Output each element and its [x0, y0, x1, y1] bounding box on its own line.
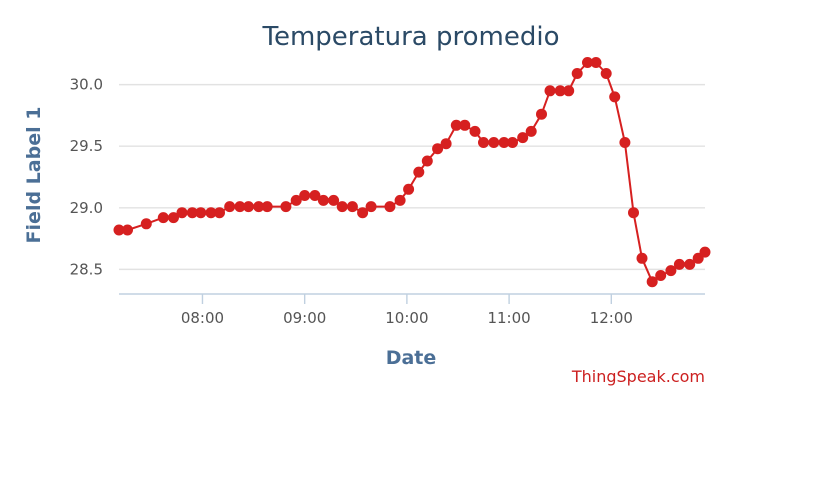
- data-point[interactable]: [317, 194, 329, 206]
- data-point[interactable]: [544, 85, 556, 97]
- data-point[interactable]: [636, 252, 648, 264]
- data-point[interactable]: [600, 68, 612, 79]
- credit-link[interactable]: ThingSpeak.com: [571, 367, 705, 386]
- data-point[interactable]: [290, 194, 302, 206]
- y-tick-label: 29.0: [70, 199, 103, 217]
- x-tick-label: 08:00: [181, 309, 224, 327]
- data-point[interactable]: [498, 137, 510, 148]
- data-point[interactable]: [673, 258, 685, 270]
- data-point[interactable]: [113, 224, 125, 236]
- data-point[interactable]: [563, 85, 575, 97]
- data-point[interactable]: [168, 212, 179, 224]
- data-point[interactable]: [280, 201, 292, 213]
- data-point[interactable]: [590, 57, 602, 68]
- data-point[interactable]: [413, 166, 425, 178]
- data-point[interactable]: [517, 132, 529, 144]
- data-point[interactable]: [450, 119, 462, 131]
- data-point[interactable]: [176, 207, 188, 219]
- data-point[interactable]: [384, 201, 396, 213]
- data-point[interactable]: [243, 201, 254, 213]
- x-tick-label: 12:00: [590, 309, 633, 327]
- x-tick-label: 11:00: [487, 309, 530, 327]
- data-point[interactable]: [619, 137, 631, 148]
- y-tick-label: 28.5: [70, 260, 103, 278]
- data-point[interactable]: [507, 137, 518, 148]
- data-point[interactable]: [403, 183, 415, 195]
- data-point[interactable]: [328, 194, 340, 206]
- data-point[interactable]: [394, 194, 406, 206]
- y-axis-title: Field Label 1: [23, 107, 45, 244]
- data-point[interactable]: [665, 265, 677, 277]
- data-point[interactable]: [699, 246, 711, 258]
- data-point[interactable]: [609, 91, 621, 103]
- grid: [119, 83, 705, 271]
- data-point[interactable]: [582, 57, 593, 68]
- data-point[interactable]: [214, 207, 225, 219]
- data-point[interactable]: [140, 218, 152, 230]
- data-point[interactable]: [646, 276, 658, 288]
- x-axis: 08:00 09:00 10:00 11:00 12:00: [119, 293, 705, 327]
- data-point[interactable]: [234, 201, 246, 213]
- data-point[interactable]: [299, 190, 311, 201]
- x-axis-title: Date: [386, 347, 437, 369]
- data-point[interactable]: [536, 108, 547, 120]
- data-point[interactable]: [459, 119, 471, 131]
- data-point[interactable]: [488, 137, 500, 148]
- y-tick-label: 30.0: [70, 76, 103, 94]
- data-point[interactable]: [684, 258, 696, 270]
- data-point[interactable]: [195, 207, 207, 219]
- data-point[interactable]: [628, 207, 639, 219]
- data-point[interactable]: [357, 207, 369, 219]
- data-point[interactable]: [261, 201, 273, 213]
- data-point[interactable]: [122, 224, 133, 236]
- data-point[interactable]: [205, 207, 217, 219]
- data-point[interactable]: [440, 138, 452, 150]
- data-point[interactable]: [525, 125, 537, 137]
- data-point[interactable]: [554, 85, 566, 97]
- data-point[interactable]: [224, 201, 236, 213]
- data-point[interactable]: [421, 155, 433, 167]
- data-point[interactable]: [309, 190, 321, 201]
- data-point[interactable]: [478, 137, 489, 148]
- data-point[interactable]: [365, 201, 377, 213]
- data-point[interactable]: [253, 201, 265, 213]
- data-point[interactable]: [571, 68, 583, 79]
- data-point[interactable]: [346, 201, 358, 213]
- data-point[interactable]: [186, 207, 198, 219]
- data-point[interactable]: [157, 212, 169, 224]
- data-point[interactable]: [469, 125, 481, 137]
- chart-title: Temperatura promedio: [262, 22, 560, 52]
- y-axis: 28.5 29.0 29.5 30.0: [70, 76, 103, 279]
- data-point[interactable]: [655, 270, 667, 281]
- x-tick-label: 10:00: [385, 309, 428, 327]
- series-temperatura: [113, 57, 711, 288]
- data-point[interactable]: [336, 201, 348, 213]
- y-tick-label: 29.5: [70, 137, 103, 155]
- x-tick-label: 09:00: [283, 309, 326, 327]
- data-point[interactable]: [432, 143, 444, 155]
